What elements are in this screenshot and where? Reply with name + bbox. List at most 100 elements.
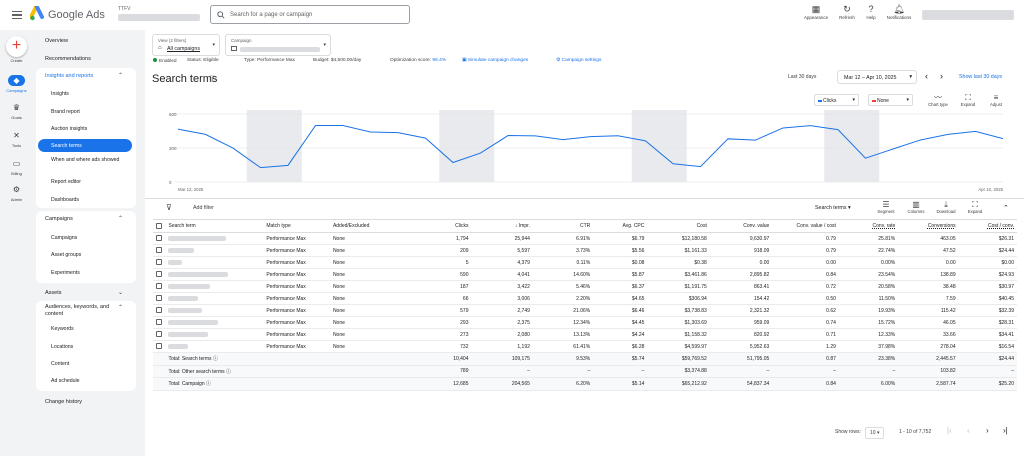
notifications-button[interactable]: 🔔︎ Notifications — [882, 4, 916, 20]
col-cost[interactable]: Cost — [647, 219, 710, 233]
collapse-chevron-icon[interactable]: ⌃ — [1003, 205, 1009, 212]
prev-page-icon[interactable]: ‹ — [967, 426, 970, 435]
table-row[interactable]: Performance Max None 273 2,080 13.13% $4.24 $1… — [153, 328, 1017, 341]
next-period-icon[interactable]: › — [940, 71, 943, 81]
col-cost-per-conv[interactable]: Cost / conv. — [958, 219, 1017, 233]
rail-admin[interactable]: ⚙ — [8, 184, 25, 195]
chart-adjust-button[interactable]: ≡ Adjust — [985, 93, 1007, 107]
table-row[interactable]: Performance Max None 209 5,597 3.73% $5.56 $1,… — [153, 244, 1017, 257]
account-label[interactable]: TTFV — [118, 6, 131, 12]
refresh-button[interactable]: ↻ Refresh — [834, 4, 860, 20]
table-row[interactable]: Performance Max None 5 4,379 0.11% $0.08 $0.38… — [153, 256, 1017, 269]
next-page-icon[interactable]: › — [986, 426, 989, 435]
columns-button[interactable]: ▥ Columns — [903, 200, 929, 214]
view-filter-dropdown[interactable]: View (2 filters) ⌂ All campaigns ▾ — [152, 34, 220, 56]
row-checkbox[interactable] — [153, 340, 166, 353]
sidebar-item-ad-schedule[interactable]: Ad schedule — [51, 378, 80, 384]
col-conv-rate[interactable]: Conv. rate — [838, 219, 899, 233]
optimization-score[interactable]: Optimization score: 96.4% — [390, 58, 447, 63]
download-button[interactable]: ⤓ Download — [933, 200, 959, 214]
sidebar-insights-header[interactable]: Insights and reports — [45, 73, 94, 79]
table-expand-button[interactable]: ⛶ Expand — [963, 200, 987, 214]
search-terms-dropdown[interactable]: Search terms ▾ — [815, 205, 851, 211]
help-circle-icon[interactable]: ⓘ — [212, 356, 218, 363]
campaign-settings-link[interactable]: ⚙ Campaign settings — [556, 58, 602, 63]
col-avg-cpc[interactable]: Avg. CPC — [593, 219, 648, 233]
menu-icon[interactable] — [11, 9, 23, 21]
metric-2-dropdown[interactable]: None ▾ — [868, 94, 913, 106]
appearance-button[interactable]: ▦ Appearance — [800, 4, 832, 20]
app-brand[interactable]: Google Ads — [48, 9, 105, 21]
segment-button[interactable]: ☰ Segment — [873, 200, 899, 214]
prev-period-icon[interactable]: ‹ — [925, 71, 928, 81]
chart-type-button[interactable]: 〰 Chart type — [925, 93, 951, 107]
table-row[interactable]: Performance Max None 732 1,192 61.41% $6.28 $4… — [153, 340, 1017, 353]
rail-campaigns[interactable]: ◆ — [8, 75, 25, 86]
sidebar-item-recommendations[interactable]: Recommendations — [45, 56, 91, 62]
table-row[interactable]: Performance Max None 1,794 25,944 6.91% $6.79… — [153, 232, 1017, 245]
table-row[interactable]: Performance Max None 66 3,006 2.20% $4.65 $306… — [153, 292, 1017, 305]
date-range-picker[interactable]: Mar 12 – Apr 10, 2025 ▾ — [837, 70, 917, 84]
select-all-checkbox[interactable] — [153, 219, 166, 233]
col-conv-value-cost[interactable]: Conv. value / cost — [772, 219, 839, 233]
table-row[interactable]: Performance Max None 293 2,375 12.34% $4.45 $1… — [153, 316, 1017, 329]
row-checkbox[interactable] — [153, 280, 166, 293]
sidebar-item-keywords[interactable]: Keywords — [51, 326, 74, 332]
help-circle-icon[interactable]: ⓘ — [209, 76, 216, 83]
sidebar-item-dashboards[interactable]: Dashboards — [51, 197, 79, 203]
chevron-down-icon[interactable]: ⌄ — [118, 290, 124, 296]
row-checkbox[interactable] — [153, 292, 166, 305]
sidebar-item-insights[interactable]: Insights — [51, 91, 69, 97]
sidebar-campaigns-header[interactable]: Campaigns — [45, 216, 73, 222]
sidebar-item-search-terms[interactable]: Search terms — [38, 139, 132, 152]
row-checkbox[interactable] — [153, 244, 166, 257]
sidebar-item-experiments[interactable]: Experiments — [51, 270, 80, 276]
account-name-redacted[interactable] — [118, 14, 200, 21]
rail-tools[interactable]: ✕ — [8, 130, 25, 141]
row-checkbox[interactable] — [153, 256, 166, 269]
create-button[interactable]: + — [6, 36, 27, 57]
col-added-excluded[interactable]: Added/Excluded — [329, 219, 417, 233]
add-filter-button[interactable]: Add filter — [193, 205, 214, 211]
row-checkbox[interactable] — [153, 304, 166, 317]
simulate-campaign-changes-link[interactable]: ▣ Simulate campaign changes — [462, 58, 529, 63]
sidebar-audiences-header[interactable]: Audiences, keywords, and content — [45, 304, 110, 317]
campaign-selector[interactable]: Campaign ▾ — [225, 34, 331, 56]
table-row[interactable]: Performance Max None 187 3,422 5.46% $6.37 $1,… — [153, 280, 1017, 293]
filter-icon[interactable]: ⊽ — [166, 203, 172, 212]
sidebar-item-when-where[interactable]: When and where ads showed — [51, 157, 120, 163]
sidebar-item-content[interactable]: Content — [51, 361, 70, 367]
col-ctr[interactable]: CTR — [532, 219, 594, 233]
rows-per-page-select[interactable]: 10 ▾ — [865, 427, 885, 439]
metric-1-dropdown[interactable]: Clicks ▾ — [814, 94, 859, 106]
help-circle-icon[interactable]: ⓘ — [206, 381, 212, 388]
help-button[interactable]: ? Help — [861, 4, 881, 20]
chart-expand-button[interactable]: ⛶ Expand — [957, 93, 979, 107]
row-checkbox[interactable] — [153, 328, 166, 341]
col-conv-value[interactable]: Conv. value — [709, 219, 773, 233]
row-checkbox[interactable] — [153, 232, 166, 245]
col-conversions[interactable]: Conversions — [898, 219, 959, 233]
sidebar-item-report-editor[interactable]: Report editor — [51, 179, 81, 185]
sidebar-item-locations[interactable]: Locations — [51, 344, 74, 350]
col-match-type[interactable]: Match type — [263, 219, 330, 233]
user-account-redacted[interactable] — [922, 10, 1014, 20]
table-row[interactable]: Performance Max None 590 4,041 14.60% $5.87 $3… — [153, 268, 1017, 281]
chevron-up-icon[interactable]: ⌃ — [118, 73, 124, 79]
sidebar-item-overview[interactable]: Overview — [45, 38, 68, 44]
first-page-icon[interactable]: |‹ — [947, 426, 952, 435]
col-impr[interactable]: ↓ Impr. — [471, 219, 533, 233]
rail-billing[interactable]: ▭ — [8, 158, 25, 169]
row-checkbox[interactable] — [153, 268, 166, 281]
col-search-term[interactable]: Search term — [165, 219, 264, 233]
show-last-30-days-link[interactable]: Show last 30 days — [959, 74, 1002, 80]
chevron-up-icon[interactable]: ⌃ — [118, 216, 124, 222]
sidebar-item-asset-groups[interactable]: Asset groups — [51, 252, 82, 258]
sidebar-assets-header[interactable]: Assets — [45, 290, 62, 296]
col-clicks[interactable]: Clicks — [416, 219, 472, 233]
sidebar-item-campaigns[interactable]: Campaigns — [51, 235, 78, 241]
help-circle-icon[interactable]: ⓘ — [226, 368, 232, 375]
sidebar-item-change-history[interactable]: Change history — [45, 399, 82, 405]
row-checkbox[interactable] — [153, 316, 166, 329]
search-input[interactable]: Search for a page or campaign — [210, 5, 410, 24]
